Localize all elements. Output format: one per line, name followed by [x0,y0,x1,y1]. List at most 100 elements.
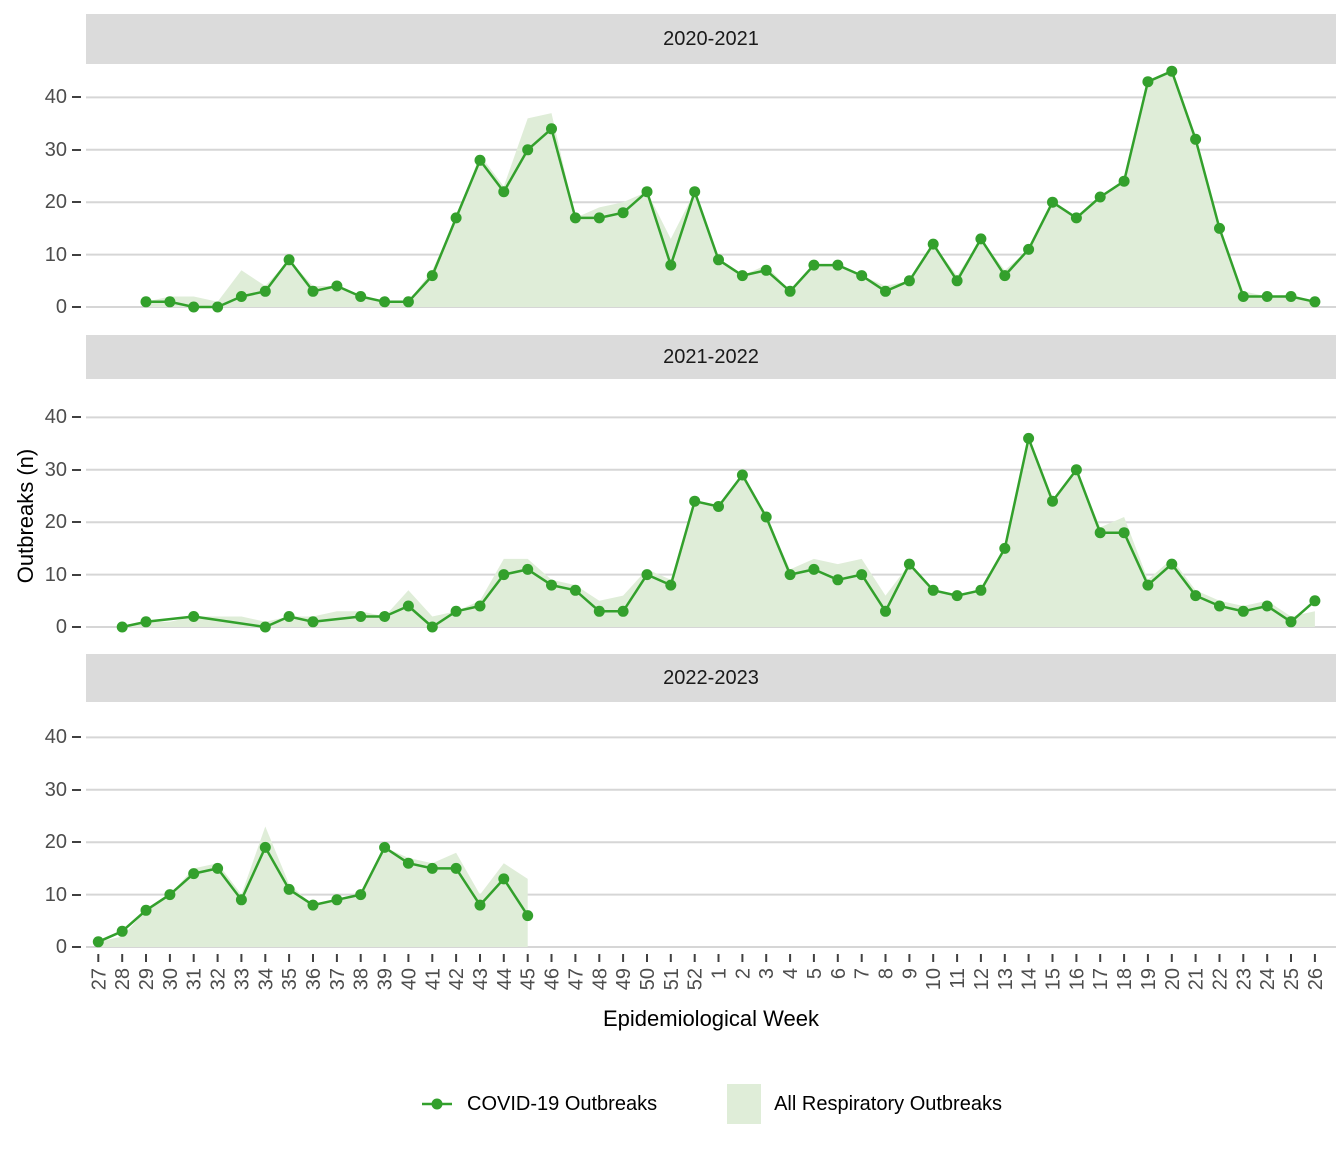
x-tick-label: 28 [112,968,134,990]
covid-point [760,511,772,523]
x-tick-label: 21 [1186,968,1208,990]
covid-point [1142,579,1154,591]
covid-point [999,270,1011,282]
y-tick-mark [72,946,81,948]
legend: COVID-19 Outbreaks All Respiratory Outbr… [86,1080,1336,1128]
covid-point [140,616,152,628]
covid-point [259,285,271,297]
x-tick-label: 7 [852,968,874,979]
covid-point [116,925,128,937]
covid-point [331,280,343,292]
x-tick-label: 14 [1019,968,1041,990]
x-tick-label: 13 [995,968,1017,990]
x-tick-label: 38 [351,968,373,990]
covid-point [307,285,319,297]
covid-point [402,600,414,612]
x-tick-label: 12 [971,968,993,990]
y-tick-mark [72,573,81,576]
covid-point [1237,605,1249,617]
covid-point [951,275,963,287]
covid-point [808,563,820,575]
covid-point [426,621,438,633]
covid-point [951,590,963,602]
covid-point [450,862,462,874]
x-tick-label: 35 [279,968,301,990]
x-tick-label: 24 [1257,968,1279,990]
covid-point [116,621,128,633]
y-tick-mark [72,416,81,419]
covid-point [1214,600,1225,612]
y-tick-label: 30 [44,458,67,481]
covid-point [617,207,629,219]
covid-point [546,579,557,591]
covid-point [188,301,200,313]
y-tick-mark [72,96,81,99]
y-tick-label: 20 [44,511,67,534]
covid-point [1094,191,1106,203]
y-tick-label: 10 [44,243,67,266]
respiratory-area-key-swatch [727,1084,762,1124]
covid-point [307,616,319,628]
x-tick-label: 51 [661,968,683,990]
y-tick-mark [72,788,81,791]
y-tick-mark [72,893,81,896]
covid-point [1261,600,1273,612]
covid-point [665,579,677,591]
facet-panel-2021-2022 [86,416,1336,633]
covid-point [498,569,510,581]
covid-point [975,584,987,596]
covid-point [593,605,605,617]
covid-point [808,259,820,271]
covid-point [1214,222,1225,234]
x-tick-label: 34 [255,968,277,990]
covid-point [212,862,224,874]
covid-point [1070,464,1082,476]
x-tick-label: 25 [1281,968,1303,990]
y-tick-mark [72,841,81,844]
x-tick-label: 29 [136,968,158,990]
x-tick-label: 18 [1114,968,1136,990]
y-tick-label: 0 [55,616,67,638]
x-tick-label: 26 [1305,968,1327,990]
legend-item-covid: COVID-19 Outbreaks [420,1092,657,1116]
covid-point [188,611,200,622]
y-tick-label: 10 [44,883,67,906]
covid-point [641,186,653,198]
x-tick-label: 45 [518,968,540,990]
y-tick-label: 40 [44,86,67,109]
legend-label-respiratory: All Respiratory Outbreaks [774,1092,1002,1115]
y-tick-label: 40 [44,726,67,749]
covid-point [522,563,534,575]
x-tick-label: 16 [1066,968,1088,990]
y-tick-label: 20 [44,191,67,214]
covid-point [1094,527,1106,539]
covid-point [474,600,486,612]
covid-point [1285,291,1297,302]
covid-point [140,296,152,308]
covid-point [235,291,247,302]
covid-point [784,569,796,581]
covid-point [283,254,295,266]
covid-point [402,296,414,308]
covid-point [140,904,152,916]
covid-point [832,574,844,586]
legend-item-respiratory: All Respiratory Outbreaks [727,1084,1002,1124]
covid-point [1070,212,1082,224]
covid-point [1309,296,1321,308]
facet-strip-2022-2023: 2022-2023 [86,654,1336,702]
covid-point [1047,495,1058,507]
covid-point [641,569,653,581]
covid-point [498,873,510,885]
covid-point [1047,196,1058,208]
covid-line-key-icon [422,1098,453,1110]
covid-point [689,186,701,198]
covid-point [1190,590,1202,602]
covid-point [736,270,748,282]
covid-point [713,501,724,512]
x-tick-label: 2 [732,968,754,979]
covid-point [880,605,891,617]
covid-point [569,584,581,596]
x-tick-label: 20 [1162,968,1184,990]
covid-point [999,542,1011,554]
x-tick-label: 4 [780,968,802,979]
